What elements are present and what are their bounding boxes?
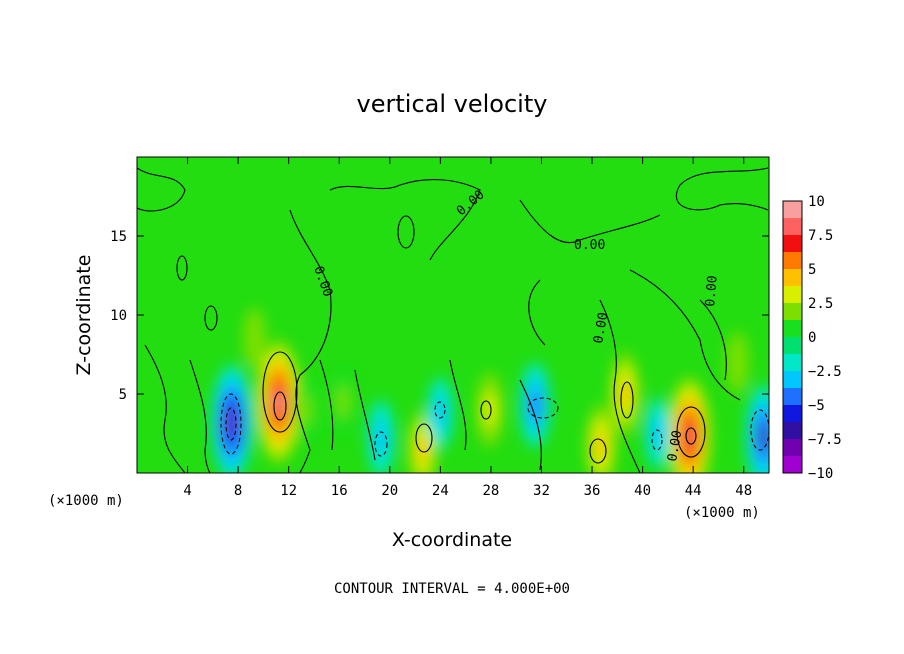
y-axis-label: Z-coordinate — [73, 255, 95, 376]
x-tick-label: 48 — [735, 483, 752, 499]
field-feature — [530, 390, 541, 420]
colorbar-swatch — [783, 252, 802, 270]
field-feature — [482, 390, 497, 429]
field-feature — [595, 432, 606, 461]
contour-peak-3 — [676, 406, 706, 458]
colorbar-tick-label: −2.5 — [808, 364, 842, 380]
colorbar-swatch — [783, 269, 802, 287]
colorbar-tick-label: −7.5 — [808, 432, 842, 448]
x-tick-label: 16 — [331, 483, 348, 499]
x-tick-label: 20 — [381, 483, 398, 499]
x-tick-label: 36 — [584, 483, 601, 499]
field-feature — [274, 391, 283, 413]
x-tick-label: 4 — [183, 483, 191, 499]
colorbar-swatch — [783, 286, 802, 304]
colorbar-swatch — [783, 201, 802, 219]
x-tick-label: 12 — [280, 483, 297, 499]
colorbar-swatch — [783, 303, 802, 321]
chart-title: vertical velocity — [357, 90, 548, 118]
colorbar-tick-label: 7.5 — [808, 228, 833, 244]
colorbar-tick-label: 10 — [808, 194, 825, 210]
x-axis-label: X-coordinate — [392, 529, 512, 551]
field-feature — [337, 385, 350, 419]
colorbar-swatch — [783, 354, 802, 372]
contour-lines — [137, 167, 769, 473]
field-feature — [374, 419, 388, 458]
colorbar-swatch — [783, 337, 802, 355]
field-feature — [299, 393, 312, 427]
contour-label: 0.00 — [703, 275, 721, 308]
x-tick-label: 24 — [432, 483, 449, 499]
y-axis: 5 10 15 — [110, 229, 769, 403]
colorbar-tick-label: −5 — [808, 398, 825, 414]
colorbar-swatch — [783, 405, 802, 423]
colorbar: 10 7.5 5 2.5 0 −2.5 −5 −7.5 −10 — [782, 194, 842, 482]
colorbar-tick-label: −10 — [808, 466, 833, 482]
contour-label: 0.00 — [591, 311, 611, 344]
x-unit-left: (×1000 m) — [48, 493, 124, 509]
y-tick-label: 15 — [110, 229, 127, 245]
x-tick-label: 32 — [533, 483, 550, 499]
contour-label: 0.00 — [574, 238, 605, 253]
contour-peak-4 — [685, 427, 697, 445]
field-feature — [651, 415, 665, 452]
field-feature — [417, 435, 428, 463]
colorbar-swatch — [783, 218, 802, 236]
field-feature — [759, 423, 769, 450]
negative-contours — [220, 393, 769, 457]
contour-peak-1 — [262, 351, 298, 433]
colorbar-swatch — [783, 388, 802, 406]
colorbar-swatch — [783, 320, 802, 338]
colorbar-swatch — [783, 439, 802, 457]
contour-label: 0.00 — [665, 429, 685, 462]
contour-interval-text: CONTOUR INTERVAL = 4.000E+00 — [334, 581, 570, 597]
x-unit-right: (×1000 m) — [684, 505, 760, 521]
colorbar-swatch — [783, 422, 802, 440]
colorbar-swatch — [783, 456, 802, 474]
y-tick-label: 5 — [119, 387, 127, 403]
x-axis: 4 8 12 16 20 24 28 32 36 40 44 48 — [183, 157, 752, 499]
colorbar-swatch — [783, 371, 802, 389]
field-feature — [227, 411, 236, 434]
colorbar-tick-label: 2.5 — [808, 296, 833, 312]
x-tick-label: 8 — [234, 483, 242, 499]
x-tick-label: 44 — [685, 483, 702, 499]
x-tick-label: 40 — [634, 483, 651, 499]
field-feature — [726, 331, 749, 394]
colorbar-tick-label: 5 — [808, 262, 816, 278]
x-tick-label: 28 — [482, 483, 499, 499]
colorbar-swatch — [783, 235, 802, 253]
contour-peak-2 — [273, 391, 287, 421]
field-feature — [243, 307, 266, 370]
colorbar-tick-label: 0 — [808, 330, 816, 346]
y-tick-label: 10 — [110, 308, 127, 324]
field-feature — [433, 395, 447, 431]
velocity-field — [211, 307, 769, 473]
colorbar-frame — [782, 200, 803, 474]
